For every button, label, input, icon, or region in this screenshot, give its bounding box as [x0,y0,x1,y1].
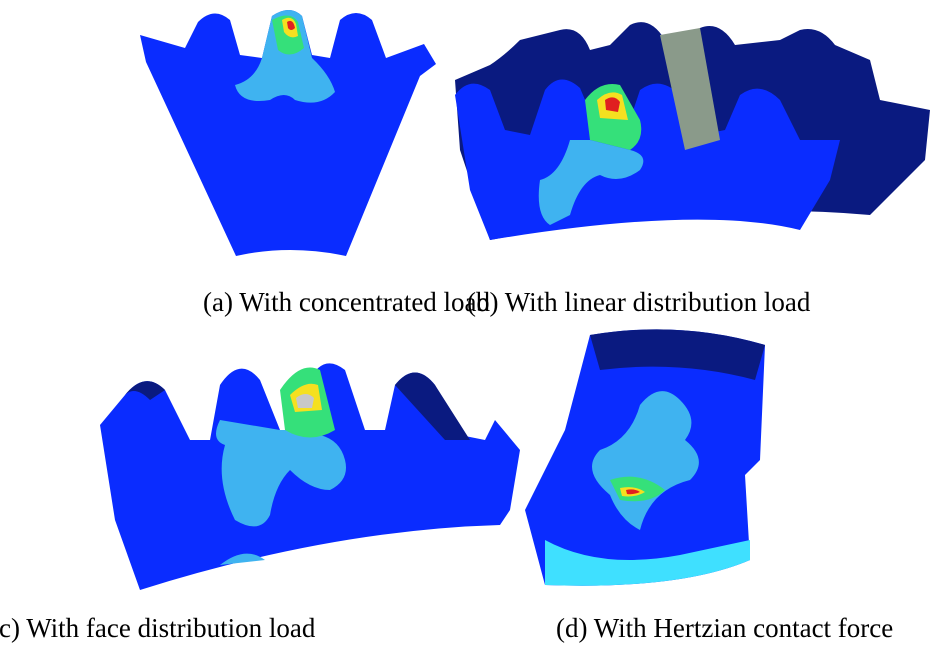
gear-a [140,10,436,256]
gear-d [525,329,765,585]
caption: (d) With Hertzian contact force [556,613,893,643]
figure: (a) With concentrated load (b) With line… [0,0,937,652]
caption: (b) With linear distribution load [467,287,811,317]
gear-c [100,363,520,590]
gear-b [455,22,930,240]
caption: (a) With concentrated load [203,287,491,317]
caption: (c) With face distribution load [0,613,316,643]
